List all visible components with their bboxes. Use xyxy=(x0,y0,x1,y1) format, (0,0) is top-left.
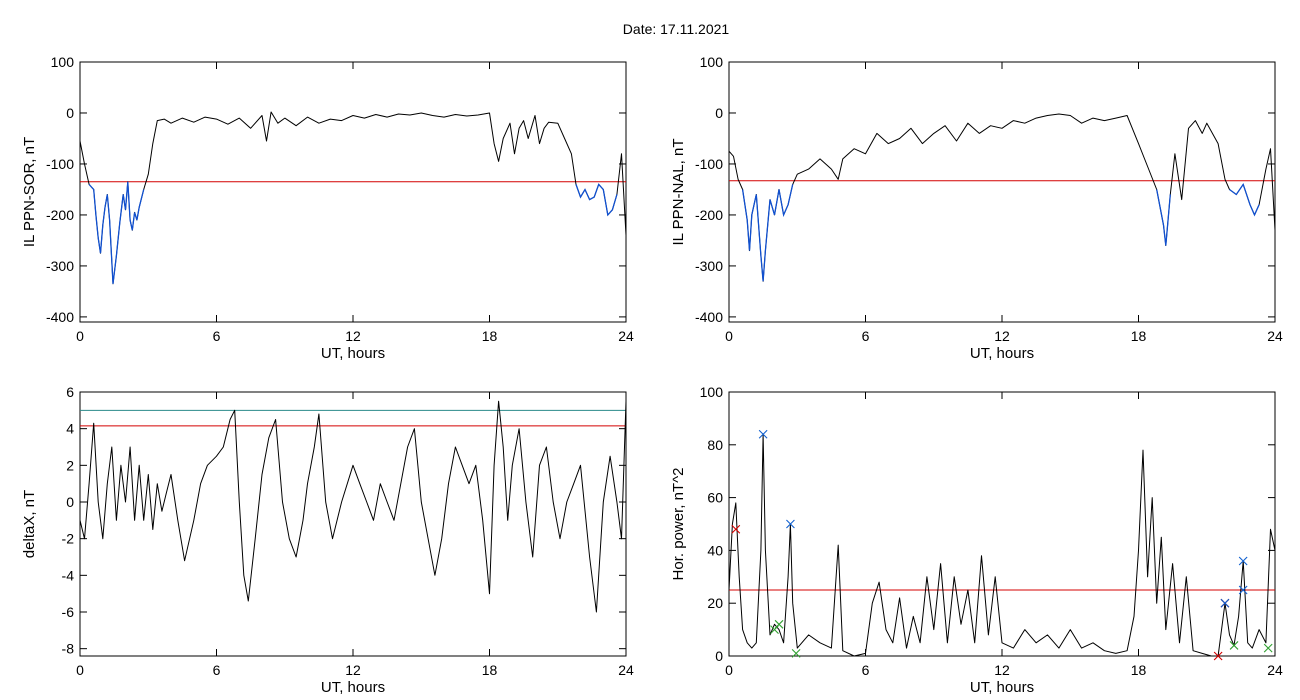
y-tick-label: 100 xyxy=(700,384,724,400)
plot-frame xyxy=(728,391,1276,657)
below-threshold-segment xyxy=(88,181,145,284)
x-tick-label: 12 xyxy=(994,662,1010,678)
x-tick-label: 0 xyxy=(725,328,733,344)
y-tick-label: 6 xyxy=(66,384,74,400)
below-threshold-segment xyxy=(741,184,794,282)
y-tick-label: -100 xyxy=(695,156,723,172)
peak-marker xyxy=(1263,643,1273,653)
y-tick-label: 80 xyxy=(707,437,723,453)
x-tick-label: 0 xyxy=(725,662,733,678)
y-tick-label: -400 xyxy=(695,309,723,325)
peak-marker xyxy=(774,619,784,629)
y-tick-label: 100 xyxy=(51,54,75,70)
y-tick-label: -8 xyxy=(62,641,75,657)
y-axis-label: deltaX, nT xyxy=(21,490,38,558)
y-tick-label: -6 xyxy=(62,604,75,620)
data-line-1 xyxy=(728,113,1276,282)
y-tick-label: 40 xyxy=(707,542,723,558)
x-axis-label: UT, hours xyxy=(321,679,385,696)
peak-marker xyxy=(791,648,801,658)
data-line-1 xyxy=(79,400,627,613)
x-tick-label: 0 xyxy=(76,662,84,678)
y-axis-label: IL PPN-NAL, nT xyxy=(670,139,687,246)
x-tick-label: 24 xyxy=(618,662,634,678)
figure-title: Date: 17.11.2021 xyxy=(623,21,730,37)
x-axis-label: UT, hours xyxy=(970,679,1034,696)
data-line-1 xyxy=(728,433,1276,657)
chart-panel-1: 0 6 12 18 24 100 0 -100 -200 -300 -400 UT, hours IL … xyxy=(21,54,634,362)
x-tick-label: 18 xyxy=(482,662,498,678)
plot-frame xyxy=(79,391,627,657)
x-tick-label: 18 xyxy=(482,328,498,344)
y-axis-label: IL PPN-SOR, nT xyxy=(21,137,38,247)
x-tick-label: 6 xyxy=(213,328,221,344)
y-tick-label: -200 xyxy=(695,207,723,223)
peak-marker xyxy=(1220,598,1230,608)
y-tick-label: -300 xyxy=(695,258,723,274)
y-tick-label: 60 xyxy=(707,490,723,506)
peak-marker xyxy=(1238,585,1248,595)
y-tick-label: 4 xyxy=(66,421,74,437)
y-tick-label: -300 xyxy=(46,258,74,274)
peak-marker xyxy=(1229,641,1239,650)
y-axis-label: Hor. power, nT^2 xyxy=(670,468,687,581)
chart-panel-3: 0 6 12 18 24 6 4 2 0 -2 -4 -6 -8 UT, hours deltaX, nT xyxy=(21,384,634,696)
plot-frame xyxy=(728,61,1276,323)
x-tick-label: 18 xyxy=(1131,328,1147,344)
x-tick-label: 24 xyxy=(1267,662,1283,678)
x-tick-label: 18 xyxy=(1131,662,1147,678)
y-tick-label: 0 xyxy=(715,648,723,664)
below-threshold-segment xyxy=(1156,189,1171,246)
x-tick-label: 12 xyxy=(345,328,361,344)
y-tick-label: 2 xyxy=(66,457,74,473)
peak-marker xyxy=(786,519,795,529)
y-tick-label: -400 xyxy=(46,309,74,325)
y-tick-label: 100 xyxy=(700,54,724,70)
peak-marker xyxy=(758,429,768,439)
y-tick-label: 0 xyxy=(66,494,74,510)
x-tick-label: 6 xyxy=(213,662,221,678)
below-threshold-segment xyxy=(575,183,618,217)
y-tick-label: -4 xyxy=(62,567,75,583)
y-tick-label: 20 xyxy=(707,595,723,611)
plot-frame xyxy=(79,61,627,323)
x-tick-label: 24 xyxy=(618,328,634,344)
y-tick-label: -2 xyxy=(62,531,75,547)
x-axis-label: UT, hours xyxy=(970,345,1034,362)
y-tick-label: -100 xyxy=(46,156,74,172)
y-tick-label: -200 xyxy=(46,207,74,223)
x-tick-label: 24 xyxy=(1267,328,1283,344)
x-tick-label: 6 xyxy=(862,662,870,678)
peak-marker xyxy=(731,524,741,534)
x-tick-label: 0 xyxy=(76,328,84,344)
y-tick-label: 0 xyxy=(66,105,74,121)
y-tick-label: 0 xyxy=(715,105,723,121)
x-tick-label: 12 xyxy=(345,662,361,678)
x-tick-label: 6 xyxy=(862,328,870,344)
below-threshold-segment xyxy=(1229,182,1260,217)
peak-marker xyxy=(1238,556,1248,566)
chart-panel-2: 0 6 12 18 24 100 0 -100 -200 -300 -400 UT, hours IL … xyxy=(670,54,1283,362)
x-axis-label: UT, hours xyxy=(321,345,385,362)
chart-panel-4: 0 6 12 18 24 100 80 60 40 20 0 UT, hours Hor. power,… xyxy=(670,384,1283,696)
x-tick-label: 12 xyxy=(994,328,1010,344)
data-line-1 xyxy=(79,111,627,285)
peak-marker xyxy=(1213,651,1223,661)
